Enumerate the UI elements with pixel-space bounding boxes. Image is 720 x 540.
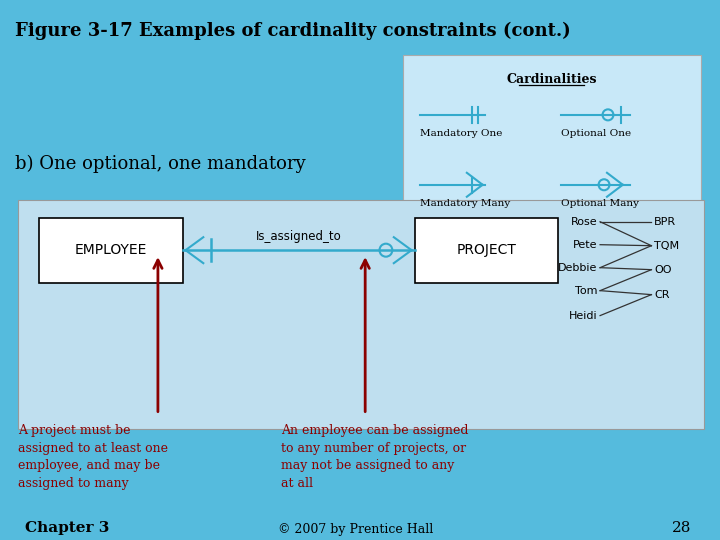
Text: PROJECT: PROJECT — [456, 243, 516, 257]
Text: 28: 28 — [672, 521, 691, 535]
Text: Is_assigned_to: Is_assigned_to — [256, 230, 341, 242]
Text: BPR: BPR — [654, 217, 677, 227]
Text: Optional One: Optional One — [561, 129, 631, 138]
Bar — [18, 200, 703, 429]
Text: TQM: TQM — [654, 241, 680, 251]
Text: CR: CR — [654, 289, 670, 300]
Bar — [402, 55, 701, 245]
Text: Chapter 3: Chapter 3 — [24, 521, 109, 535]
Text: b) One optional, one mandatory: b) One optional, one mandatory — [15, 155, 305, 173]
Bar — [415, 218, 558, 282]
Text: Mandatory Many: Mandatory Many — [420, 199, 510, 208]
Text: OO: OO — [654, 265, 672, 275]
Text: Optional Many: Optional Many — [561, 199, 639, 208]
Text: Rose: Rose — [570, 217, 597, 227]
Text: Mandatory One: Mandatory One — [420, 129, 503, 138]
Text: Figure 3-17 Examples of cardinality constraints (cont.): Figure 3-17 Examples of cardinality cons… — [15, 22, 570, 40]
Text: Tom: Tom — [575, 286, 597, 295]
Text: © 2007 by Prentice Hall: © 2007 by Prentice Hall — [278, 523, 433, 536]
Text: Heidi: Heidi — [569, 310, 597, 321]
Text: Debbie: Debbie — [558, 262, 597, 273]
Text: Pete: Pete — [572, 240, 597, 249]
Text: A project must be
assigned to at least one
employee, and may be
assigned to many: A project must be assigned to at least o… — [18, 424, 168, 490]
Text: An employee can be assigned
to any number of projects, or
may not be assigned to: An employee can be assigned to any numbe… — [282, 424, 469, 490]
Text: Cardinalities: Cardinalities — [506, 73, 597, 86]
Bar — [40, 218, 183, 282]
Text: EMPLOYEE: EMPLOYEE — [75, 243, 147, 257]
